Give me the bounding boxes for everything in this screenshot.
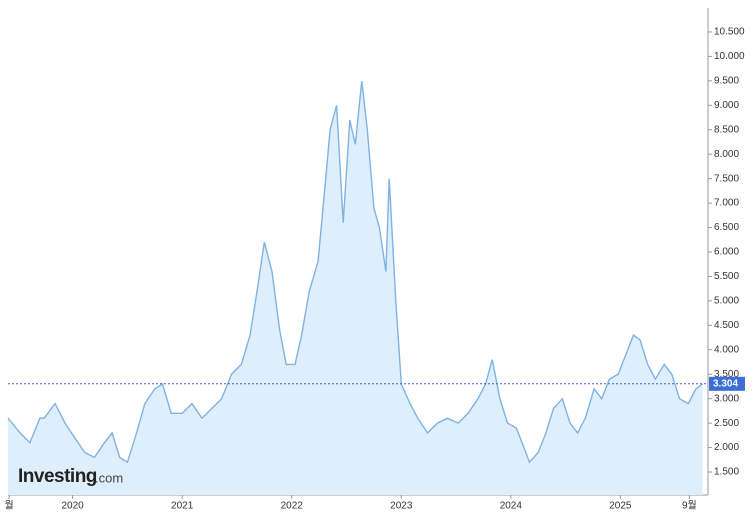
y-tick-label: 3.000	[714, 393, 739, 404]
x-tick-label: 2023	[390, 501, 413, 512]
line	[7, 80, 703, 464]
y-tick-label: 7.000	[714, 198, 739, 209]
x-tick-label: 2025	[609, 501, 632, 512]
plot-area: 1.500 2.000 2.500 3.000 3.500 4.000 4.500 5.000…	[4, 8, 745, 512]
y-tick-label: 9.000	[714, 100, 739, 111]
last-value-label: 3.304	[713, 378, 738, 389]
brand-suffix: .com	[95, 470, 123, 485]
y-tick-label: 2.000	[714, 442, 739, 453]
y-tick-label: 7.500	[714, 173, 739, 184]
y-tick-label: 4.500	[714, 320, 739, 331]
y-tick-label: 10.000	[714, 51, 745, 62]
y-tick-label: 3.500	[714, 369, 739, 380]
last-value-box	[709, 376, 745, 391]
y-tick-label: 5.000	[714, 296, 739, 307]
x-tick-label: 2020	[62, 501, 85, 512]
x-tick-label: 월	[4, 500, 13, 512]
y-tick-label: 10.500	[714, 27, 745, 38]
y-tick-label: 2.500	[714, 418, 739, 429]
x-tick-label: 9월	[682, 500, 697, 512]
y-tick-label: 8.000	[714, 149, 739, 160]
y-tick-label: 8.500	[714, 124, 739, 135]
area-fill	[8, 80, 703, 496]
y-tick-label: 9.500	[714, 75, 739, 86]
y-tick-label: 4.000	[714, 344, 739, 355]
y-tick-label: 1.500	[714, 467, 739, 478]
y-tick-label: 6.000	[714, 247, 739, 258]
x-tick-label: 2021	[171, 501, 194, 512]
y-tick-label: 6.500	[714, 222, 739, 233]
brand-name: Investing	[18, 466, 97, 487]
x-tick-label: 2024	[500, 501, 523, 512]
x-tick-label: 2022	[281, 501, 304, 512]
y-tick-label: 5.500	[714, 271, 739, 282]
